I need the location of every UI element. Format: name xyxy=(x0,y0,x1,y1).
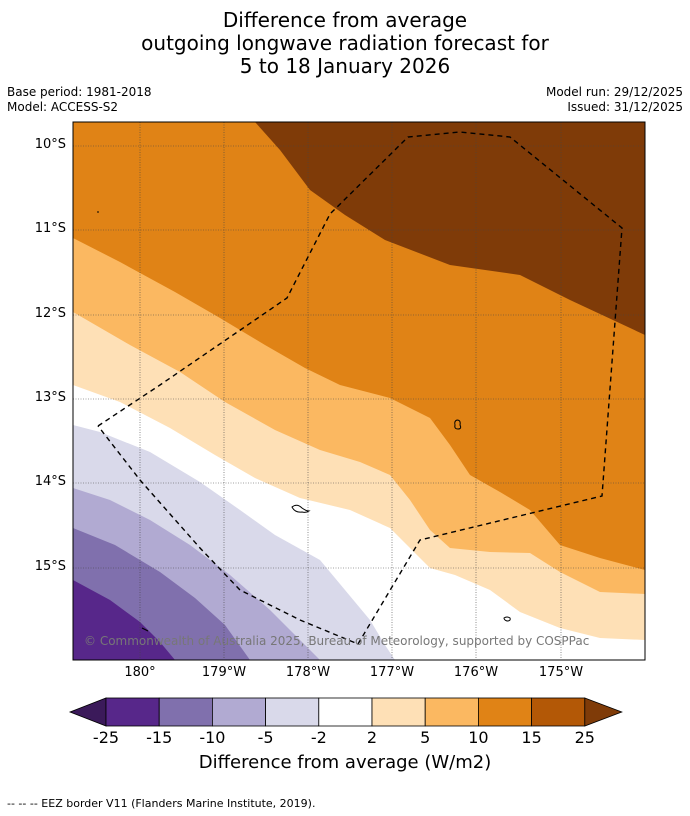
latitude-label: 13°S xyxy=(34,390,66,405)
colorbar xyxy=(68,697,623,727)
colorbar-segment xyxy=(318,697,373,727)
longitude-label: 177°W xyxy=(369,665,415,680)
colorbar-segment xyxy=(424,697,479,727)
longitude-label: 179°W xyxy=(201,665,247,680)
longitude-label: 180° xyxy=(124,665,156,680)
island-1 xyxy=(454,419,462,430)
base-period: Base period: 1981-2018 xyxy=(7,85,152,99)
anomaly-field xyxy=(73,122,645,660)
band-gt-plus25 xyxy=(255,122,645,335)
longitude-label: 176°W xyxy=(453,665,499,680)
latitude-label: 14°S xyxy=(34,474,66,489)
colorbar-tick-label: 10 xyxy=(468,728,489,747)
model-run: Model run: 29/12/2025 xyxy=(545,85,683,99)
latitude-label: 12°S xyxy=(34,306,66,321)
colorbar-segment xyxy=(105,697,160,727)
colorbar-segment xyxy=(265,697,320,727)
eez-footnote: -- -- -- EEZ border V11 (Flanders Marine… xyxy=(7,797,316,810)
colorbar-segment xyxy=(211,697,266,727)
island-4 xyxy=(141,627,149,632)
colorbar-segment xyxy=(158,697,213,727)
island-3 xyxy=(503,616,511,622)
colorbar-tick-label: 15 xyxy=(521,728,542,747)
island-outlines xyxy=(97,211,511,632)
map-frame xyxy=(72,121,646,661)
colorbar-min-arrow xyxy=(68,697,107,727)
model-name: Model: ACCESS-S2 xyxy=(7,100,119,114)
eez-border xyxy=(97,131,623,645)
colorbar-tick-label: -25 xyxy=(92,728,120,747)
colorbar-tick-label: 2 xyxy=(366,728,378,747)
colorbar-tick-label: -10 xyxy=(199,728,226,747)
island-2 xyxy=(291,504,311,513)
colorbar-label: Difference from average (W/m2) xyxy=(198,752,492,773)
colorbar-max-arrow xyxy=(584,697,623,727)
colorbar-tick-label: -5 xyxy=(257,728,274,747)
longitude-label: 178°W xyxy=(285,665,331,680)
title-line-2: outgoing longwave radiation forecast for xyxy=(141,31,549,55)
latitude-label: 11°S xyxy=(34,221,66,236)
title-line-1: Difference from average xyxy=(222,8,468,32)
title-line-3: 5 to 18 January 2026 xyxy=(239,54,451,78)
colorbar-segment xyxy=(477,697,532,727)
colorbar-segment xyxy=(531,697,586,727)
colorbar-tick-label: -2 xyxy=(310,728,327,747)
latitude-label: 15°S xyxy=(34,559,66,574)
colorbar-tick-label: 25 xyxy=(574,728,595,747)
graticule xyxy=(73,122,645,660)
colorbar-tick-label: -15 xyxy=(146,728,173,747)
colorbar-segment xyxy=(371,697,426,727)
issued-date: Issued: 31/12/2025 xyxy=(567,100,683,114)
longitude-label: 175°W xyxy=(538,665,584,680)
copyright-notice: © Commonwealth of Australia 2025, Bureau… xyxy=(84,634,590,648)
colorbar-tick-label: 5 xyxy=(420,728,431,747)
latitude-label: 10°S xyxy=(34,137,66,152)
